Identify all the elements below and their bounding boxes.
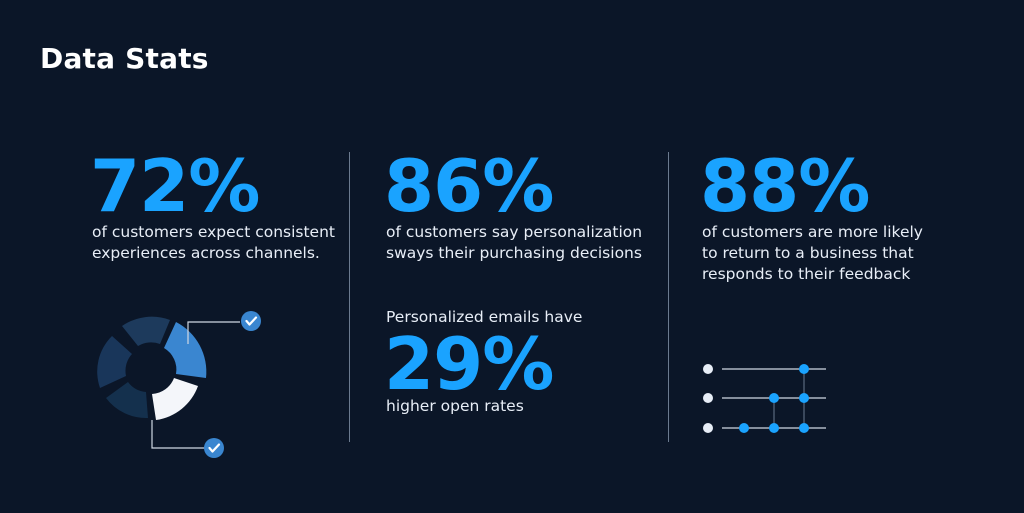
node-dot bbox=[799, 393, 809, 403]
donut-segment bbox=[122, 316, 170, 346]
donut-segment bbox=[164, 322, 207, 378]
stat-value-consistent: 72% bbox=[90, 144, 260, 228]
network-nodes-icon bbox=[703, 364, 826, 433]
stat-description-line: of customers are more likely bbox=[702, 223, 923, 241]
node-dot bbox=[703, 393, 713, 403]
secondary-intro: Personalized emails have bbox=[386, 308, 583, 326]
stat-description-personalization: of customers say personalization sways t… bbox=[386, 222, 642, 264]
node-dot bbox=[703, 364, 713, 374]
node-dot bbox=[799, 364, 809, 374]
column-divider bbox=[349, 152, 350, 442]
stat-description-consistent: of customers expect consistent experienc… bbox=[92, 222, 335, 264]
secondary-caption: higher open rates bbox=[386, 397, 524, 415]
donut-segment bbox=[152, 378, 198, 420]
node-dot bbox=[703, 423, 713, 433]
column-divider bbox=[668, 152, 669, 442]
stat-description-line: experiences across channels. bbox=[92, 244, 320, 262]
page-title: Data Stats bbox=[40, 42, 209, 75]
connector-line bbox=[151, 420, 206, 449]
stat-description-feedback: of customers are more likely to return t… bbox=[702, 222, 923, 285]
node-dot bbox=[739, 423, 749, 433]
check-icon bbox=[241, 311, 261, 331]
stat-value-feedback: 88% bbox=[700, 144, 870, 228]
secondary-stat-value: 29% bbox=[384, 322, 554, 406]
donut-chart-icon bbox=[97, 311, 261, 458]
donut-segment bbox=[97, 336, 132, 388]
node-dot bbox=[769, 423, 779, 433]
donut-segment bbox=[106, 382, 148, 419]
stat-description-line: of customers expect consistent bbox=[92, 223, 335, 241]
stat-description-line: responds to their feedback bbox=[702, 265, 911, 283]
check-icon bbox=[204, 438, 224, 458]
stat-value-personalization: 86% bbox=[384, 144, 554, 228]
node-dot bbox=[769, 393, 779, 403]
node-dot bbox=[799, 423, 809, 433]
stat-description-line: sways their purchasing decisions bbox=[386, 244, 642, 262]
connector-line bbox=[187, 321, 240, 344]
stat-description-line: of customers say personalization bbox=[386, 223, 643, 241]
stat-description-line: to return to a business that bbox=[702, 244, 914, 262]
